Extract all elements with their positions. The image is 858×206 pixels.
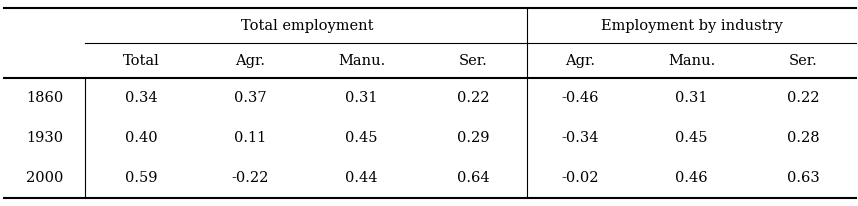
Text: 0.63: 0.63: [787, 171, 819, 185]
Text: -0.46: -0.46: [561, 91, 599, 105]
Text: 0.31: 0.31: [346, 91, 378, 105]
Text: 0.34: 0.34: [124, 91, 157, 105]
Text: 0.40: 0.40: [124, 131, 157, 145]
Text: Employment by industry: Employment by industry: [601, 19, 782, 33]
Text: 0.45: 0.45: [675, 131, 708, 145]
Text: 0.28: 0.28: [787, 131, 819, 145]
Text: Total employment: Total employment: [241, 19, 373, 33]
Text: 0.59: 0.59: [124, 171, 157, 185]
Text: 0.22: 0.22: [787, 91, 819, 105]
Text: 0.22: 0.22: [457, 91, 490, 105]
Text: Manu.: Manu.: [668, 54, 715, 68]
Text: 2000: 2000: [26, 171, 63, 185]
Text: Manu.: Manu.: [338, 54, 385, 68]
Text: -0.34: -0.34: [561, 131, 599, 145]
Text: 0.45: 0.45: [346, 131, 378, 145]
Text: 0.29: 0.29: [457, 131, 490, 145]
Text: 0.31: 0.31: [675, 91, 708, 105]
Text: Agr.: Agr.: [235, 54, 265, 68]
Text: 0.37: 0.37: [233, 91, 266, 105]
Text: 0.44: 0.44: [346, 171, 378, 185]
Text: Agr.: Agr.: [565, 54, 595, 68]
Text: Ser.: Ser.: [459, 54, 488, 68]
Text: 0.11: 0.11: [234, 131, 266, 145]
Text: 1860: 1860: [26, 91, 63, 105]
Text: 1930: 1930: [27, 131, 63, 145]
Text: -0.22: -0.22: [232, 171, 269, 185]
Text: 0.46: 0.46: [675, 171, 708, 185]
Text: -0.02: -0.02: [561, 171, 599, 185]
Text: Total: Total: [123, 54, 160, 68]
Text: 0.64: 0.64: [457, 171, 490, 185]
Text: Ser.: Ser.: [789, 54, 818, 68]
